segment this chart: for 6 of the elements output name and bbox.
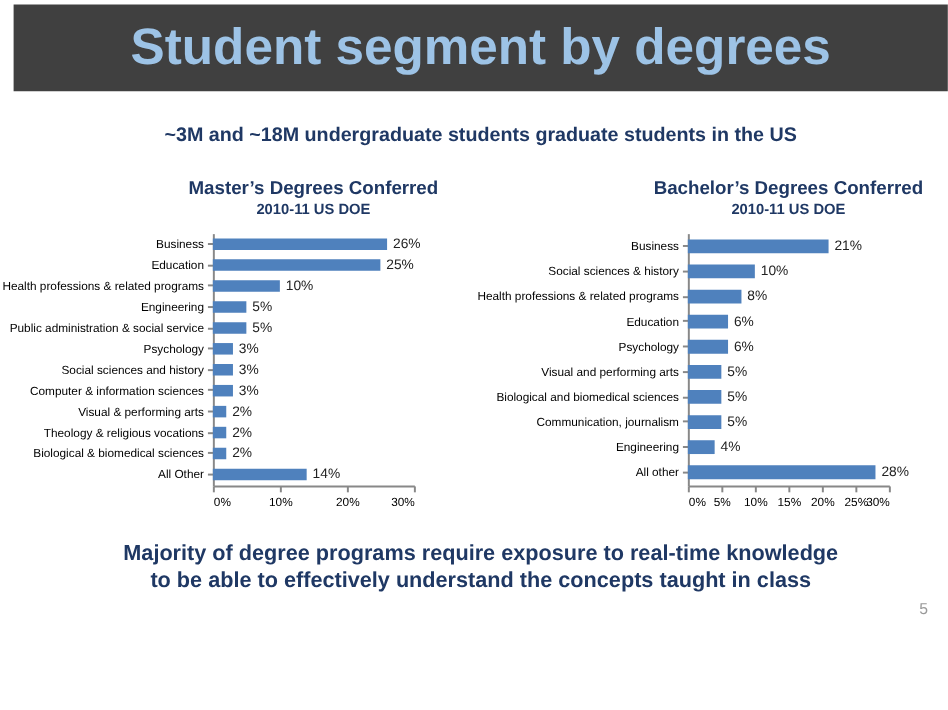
text: Student segment by degrees: [130, 19, 831, 76]
chart-title: Master’s Degrees Conferred: [188, 177, 439, 198]
text: ~3M and ~18M undergraduate students graduate students in the US: [164, 124, 798, 147]
chart-title: Bachelor’s Degrees Conferred: [653, 177, 924, 198]
text: Majority of degree programs require exposure to real-time knowledge to be able to effectively understand the concepts taught in class: [123, 542, 839, 594]
text: 5: [919, 599, 930, 618]
